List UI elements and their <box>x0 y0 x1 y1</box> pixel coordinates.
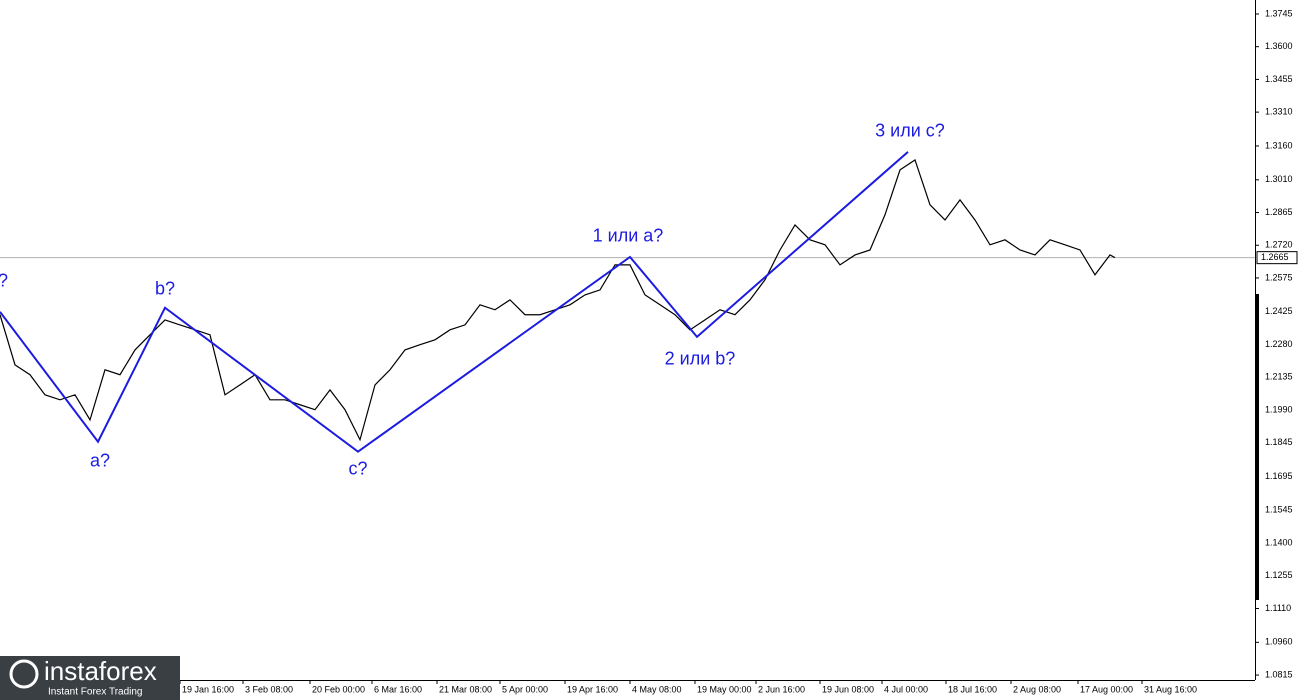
x-tick-label: 2 Aug 08:00 <box>1013 684 1061 694</box>
x-tick-label: 31 Aug 16:00 <box>1144 684 1197 694</box>
y-tick-label: 1.1845 <box>1265 437 1293 447</box>
y-tick-label: 1.0815 <box>1265 669 1293 679</box>
x-tick-label: 5 Apr 00:00 <box>502 684 548 694</box>
y-tick-label: 1.3745 <box>1265 8 1293 18</box>
y-tick-label: 1.1110 <box>1265 603 1291 613</box>
wave-label: 2 или b? <box>665 349 736 369</box>
y-tick-label: 1.2865 <box>1265 207 1293 217</box>
y-tick-label: 1.2720 <box>1265 240 1293 250</box>
x-tick-label: 4 May 08:00 <box>632 684 682 694</box>
x-tick-label: 3 Feb 08:00 <box>245 684 293 694</box>
y-tick-label: 1.0960 <box>1265 637 1293 647</box>
y-tick-label: 1.3010 <box>1265 174 1293 184</box>
y-tick-label: 1.1400 <box>1265 537 1293 547</box>
y-tick-label: 1.1695 <box>1265 471 1293 481</box>
y-tick-label: 1.2425 <box>1265 306 1293 316</box>
y-tick-label: 1.3455 <box>1265 74 1293 84</box>
y-tick-label: 1.1255 <box>1265 570 1293 580</box>
wave-label: a? <box>90 451 110 471</box>
logo-icon <box>9 659 39 689</box>
wave-label: b? <box>155 279 175 299</box>
y-tick-label: 1.1990 <box>1265 404 1293 414</box>
x-tick-label: 19 May 00:00 <box>697 684 752 694</box>
wave-line <box>0 151 909 453</box>
x-tick-label: 2 Jun 16:00 <box>758 684 805 694</box>
x-tick-label: 4 Jul 00:00 <box>884 684 928 694</box>
y-tick-label: 1.3310 <box>1265 107 1293 117</box>
current-price-box <box>1256 251 1298 265</box>
x-tick-label: 19 Jun 08:00 <box>822 684 874 694</box>
current-price-label: 1.2665 <box>1261 252 1289 262</box>
wave-label: ? <box>0 271 8 291</box>
x-tick-label: 19 Jan 16:00 <box>182 684 234 694</box>
wave-label: 1 или a? <box>593 226 664 246</box>
scroll-marker <box>1256 294 1259 600</box>
x-tick-label: 18 Jul 16:00 <box>948 684 997 694</box>
x-tick-label: 6 Mar 16:00 <box>374 684 422 694</box>
y-tick-label: 1.3600 <box>1265 41 1293 51</box>
logo-tagline: Instant Forex Trading <box>48 687 143 698</box>
wave-label: 3 или c? <box>875 121 945 141</box>
y-tick-label: 1.2575 <box>1265 272 1293 282</box>
y-tick-label: 1.2280 <box>1265 339 1293 349</box>
x-tick-label: 20 Feb 00:00 <box>312 684 365 694</box>
y-tick-label: 1.1545 <box>1265 505 1293 515</box>
x-tick-label: 21 Mar 08:00 <box>439 684 492 694</box>
y-tick-label: 1.3160 <box>1265 140 1293 150</box>
price-line <box>0 159 1116 442</box>
logo: instaforex Instant Forex Trading <box>0 656 180 700</box>
y-tick-label: 1.2135 <box>1265 372 1293 382</box>
wave-label: c? <box>348 458 367 478</box>
x-tick-label: 17 Aug 00:00 <box>1080 684 1133 694</box>
x-tick-label: 19 Apr 16:00 <box>567 684 618 694</box>
logo-name: instaforex <box>44 656 157 686</box>
